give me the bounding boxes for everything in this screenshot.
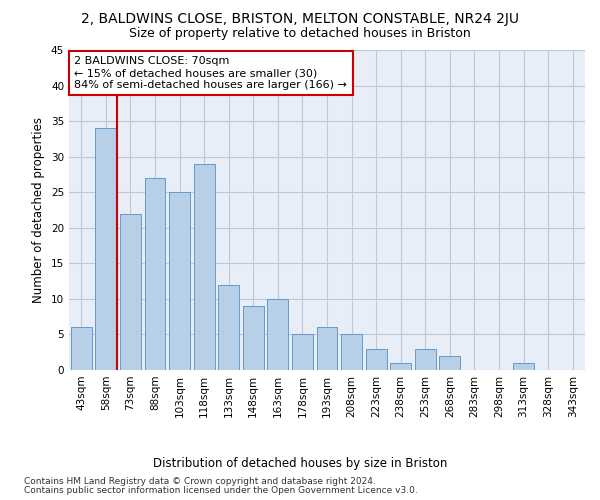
Bar [415,348,436,370]
Bar [95,128,116,370]
Bar [169,192,190,370]
Text: 2 BALDWINS CLOSE: 70sqm
← 15% of detached houses are smaller (30)
84% of semi-de: 2 BALDWINS CLOSE: 70sqm ← 15% of detache… [74,56,347,90]
Bar [390,363,411,370]
Bar [218,284,239,370]
Y-axis label: Number of detached properties: Number of detached properties [32,117,46,303]
Text: Distribution of detached houses by size in Briston: Distribution of detached houses by size … [153,458,447,470]
Text: Contains public sector information licensed under the Open Government Licence v3: Contains public sector information licen… [24,486,418,495]
Text: 2, BALDWINS CLOSE, BRISTON, MELTON CONSTABLE, NR24 2JU: 2, BALDWINS CLOSE, BRISTON, MELTON CONST… [81,12,519,26]
Bar [71,328,92,370]
Bar [120,214,141,370]
Bar [194,164,215,370]
Bar [365,348,386,370]
Bar [341,334,362,370]
Bar [145,178,166,370]
Bar [317,328,337,370]
Bar [513,363,534,370]
Text: Size of property relative to detached houses in Briston: Size of property relative to detached ho… [129,28,471,40]
Bar [268,299,289,370]
Bar [439,356,460,370]
Bar [292,334,313,370]
Bar [243,306,264,370]
Text: Contains HM Land Registry data © Crown copyright and database right 2024.: Contains HM Land Registry data © Crown c… [24,477,376,486]
